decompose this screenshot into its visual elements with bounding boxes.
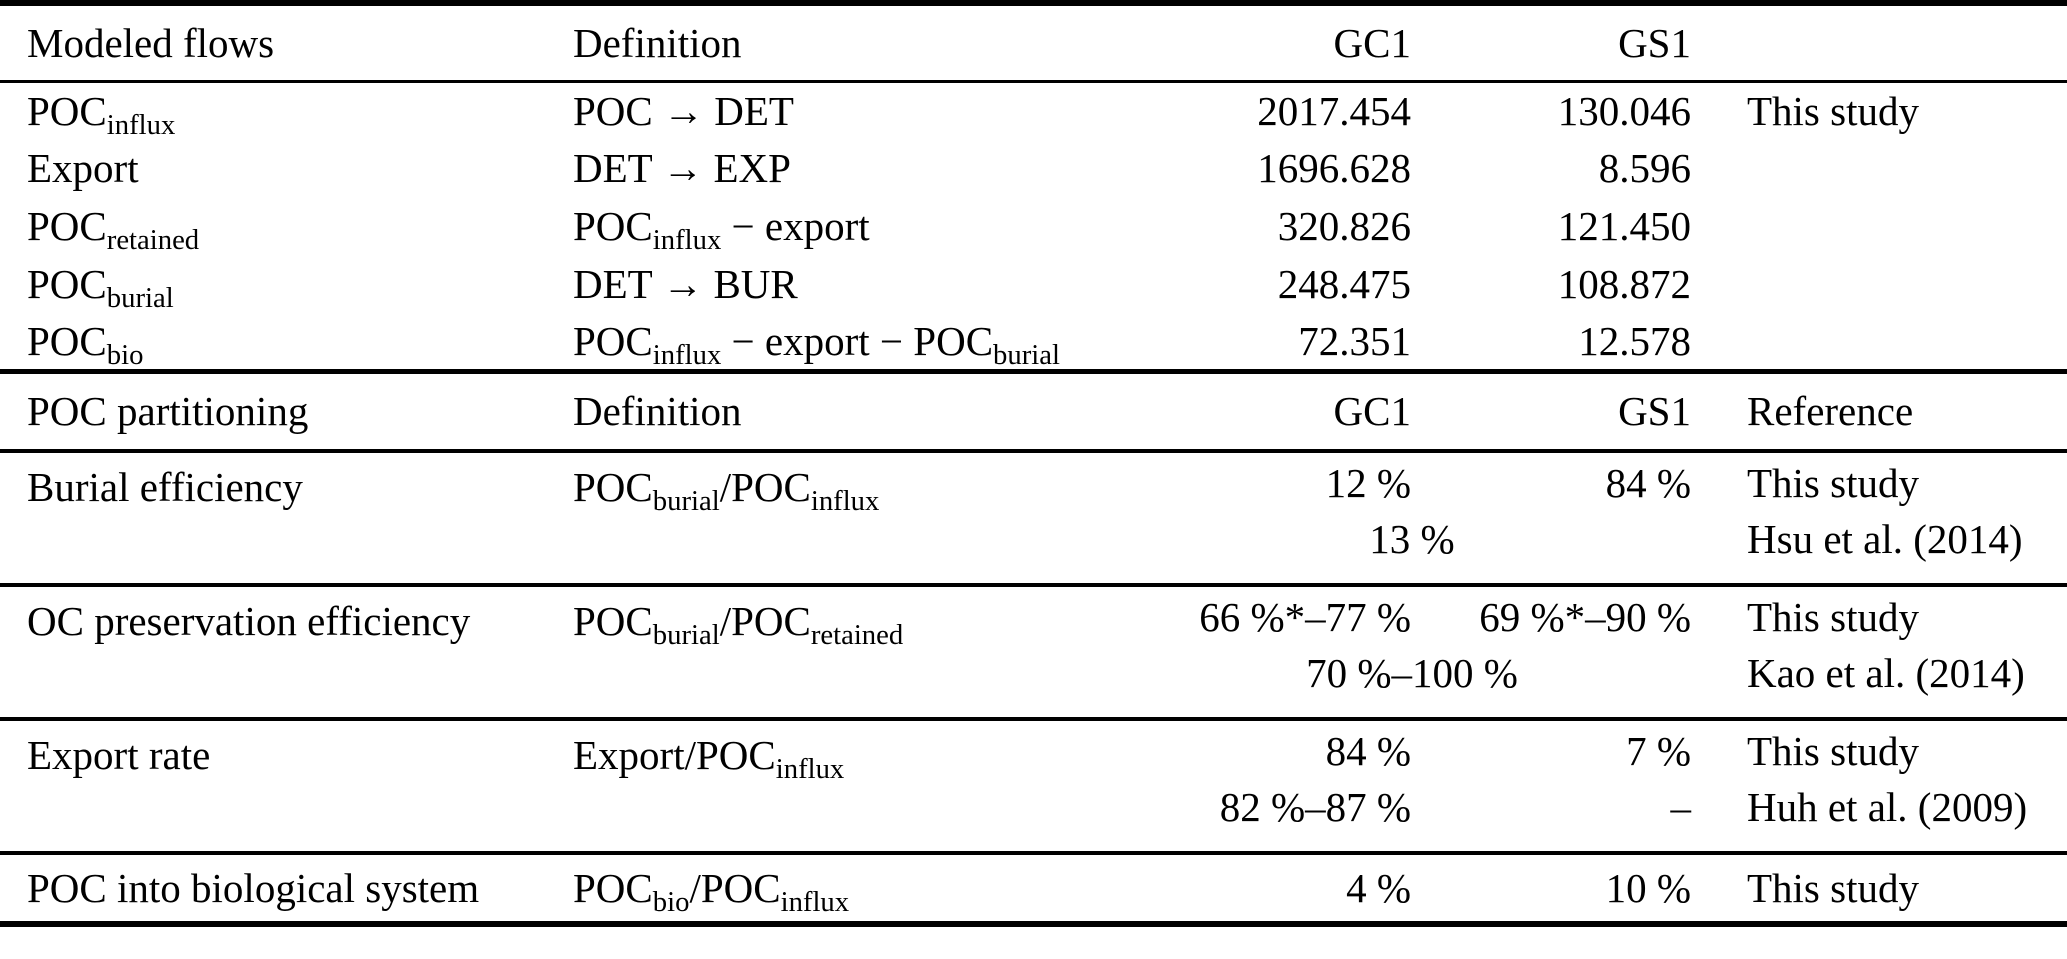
flow-name-cell: POCinflux xyxy=(27,87,176,141)
header-gs1: GS1 xyxy=(1618,19,1691,66)
definition-cell: POCbio/POCinflux xyxy=(573,865,850,919)
definition-cell: DET → BUR xyxy=(573,261,798,307)
partition-name-cell: Burial efficiency xyxy=(27,464,303,510)
export-rate-section: Export rate Export/POCinflux 84 % 7 % Th… xyxy=(0,719,2067,853)
table-row: POCbio POCinflux − export − POCburial 72… xyxy=(0,313,2067,371)
gc1-value-cell: 2017.454 xyxy=(1257,87,1411,134)
reference-cell: This study xyxy=(1747,460,1919,506)
combined-value-cell: 70 %–100 % xyxy=(1306,650,1518,696)
header-poc-partitioning: POC partitioning xyxy=(27,388,309,435)
reference-cell xyxy=(1703,313,2067,371)
combined-value-cell: 13 % xyxy=(1369,516,1455,562)
reference-cell: Kao et al. (2014) xyxy=(1747,650,2025,696)
reference-cell xyxy=(1703,139,2067,197)
table-row: POCretained POCinflux − export 320.826 1… xyxy=(0,197,2067,255)
gc1-value-cell: 84 % xyxy=(1325,728,1411,774)
gs1-value-cell: 8.596 xyxy=(1598,145,1691,191)
flow-name-cell: POCbio xyxy=(27,317,144,371)
table-row: Burial efficiency POCburial/POCinflux 12… xyxy=(0,451,2067,516)
gs1-value-cell: 130.046 xyxy=(1557,87,1691,134)
header-reference: Reference xyxy=(1747,388,1914,435)
header-modeled-flows: Modeled flows xyxy=(27,19,275,66)
gc1-value-cell: 72.351 xyxy=(1298,317,1411,364)
definition-cell: Export/POCinflux xyxy=(573,732,845,786)
gs1-value-cell: 121.450 xyxy=(1557,203,1691,249)
header-gc1: GC1 xyxy=(1333,388,1411,435)
partition-name-cell: OC preservation efficiency xyxy=(27,598,471,644)
gc1-value-cell: 1696.628 xyxy=(1257,145,1411,191)
gc1-value-cell: 82 %–87 % xyxy=(1219,784,1411,830)
table-row: Modeled flows Definition GC1 GS1 xyxy=(0,3,2067,81)
gs1-value-cell: 7 % xyxy=(1626,728,1691,774)
flow-name-cell: POCretained xyxy=(27,203,200,257)
modeled-flows-header: Modeled flows Definition GC1 GS1 xyxy=(0,3,2067,81)
table-row: 70 %–100 % Kao et al. (2014) xyxy=(0,647,2067,719)
reference-cell xyxy=(1703,197,2067,255)
table-row: 13 % Hsu et al. (2014) xyxy=(0,513,2067,585)
modeled-flows-body: POCinflux POC → DET 2017.454 130.046 Thi… xyxy=(0,81,2067,371)
table-row: Export DET → EXP 1696.628 8.596 xyxy=(0,139,2067,197)
table-row: POC into biological system POCbio/POCinf… xyxy=(0,853,2067,924)
gs1-value-cell: 69 %*–90 % xyxy=(1479,594,1691,640)
header-gc1: GC1 xyxy=(1333,19,1411,66)
reference-cell xyxy=(1703,255,2067,313)
gc1-value-cell: 248.475 xyxy=(1277,261,1411,307)
reference-cell: This study xyxy=(1747,865,1919,911)
gc1-value-cell: 4 % xyxy=(1346,865,1411,911)
table-row: OC preservation efficiency POCburial/POC… xyxy=(0,585,2067,650)
gs1-value-cell: – xyxy=(1670,784,1692,830)
partition-name-cell: POC into biological system xyxy=(27,865,480,911)
gs1-value-cell: 10 % xyxy=(1605,865,1691,911)
definition-cell: DET → EXP xyxy=(573,145,791,191)
table-row: POCinflux POC → DET 2017.454 130.046 Thi… xyxy=(0,81,2067,141)
table-row: Export rate Export/POCinflux 84 % 7 % Th… xyxy=(0,719,2067,784)
partition-name-cell: Export rate xyxy=(27,732,211,778)
poc-partitioning-header: POC partitioning Definition GC1 GS1 Refe… xyxy=(0,371,2067,451)
gs1-value-cell: 12.578 xyxy=(1578,317,1691,364)
reference-cell: Hsu et al. (2014) xyxy=(1747,516,2023,562)
table-row: POCburial DET → BUR 248.475 108.872 xyxy=(0,255,2067,313)
gs1-value-cell: 84 % xyxy=(1605,460,1691,506)
definition-cell: POCburial/POCretained xyxy=(573,598,904,652)
reference-cell: This study xyxy=(1747,728,1919,774)
table-row: 82 %–87 % – Huh et al. (2009) xyxy=(0,781,2067,853)
burial-efficiency-section: Burial efficiency POCburial/POCinflux 12… xyxy=(0,451,2067,585)
poc-into-biological-system-section: POC into biological system POCbio/POCinf… xyxy=(0,853,2067,924)
oc-preservation-efficiency-section: OC preservation efficiency POCburial/POC… xyxy=(0,585,2067,719)
header-definition: Definition xyxy=(573,388,742,435)
flow-name-cell: Export xyxy=(27,145,139,191)
reference-cell: Huh et al. (2009) xyxy=(1747,784,2028,830)
definition-cell: POCinflux − export xyxy=(573,203,870,257)
header-reference-blank xyxy=(1703,3,2067,81)
table-row: POC partitioning Definition GC1 GS1 Refe… xyxy=(0,371,2067,451)
header-gs1: GS1 xyxy=(1618,388,1691,435)
poc-flux-table: Modeled flows Definition GC1 GS1 POCinfl… xyxy=(0,0,2067,927)
flow-name-cell: POCburial xyxy=(27,261,174,315)
header-definition: Definition xyxy=(573,19,742,66)
gc1-value-cell: 66 %*–77 % xyxy=(1199,594,1411,640)
definition-cell: POC → DET xyxy=(573,87,794,134)
reference-cell: This study xyxy=(1747,594,1919,640)
definition-cell: POCburial/POCinflux xyxy=(573,464,880,518)
definition-cell: POCinflux − export − POCburial xyxy=(573,317,1060,371)
gc1-value-cell: 320.826 xyxy=(1277,203,1411,249)
gs1-value-cell: 108.872 xyxy=(1557,261,1691,307)
gc1-value-cell: 12 % xyxy=(1325,460,1411,506)
reference-cell: This study xyxy=(1747,87,1919,134)
